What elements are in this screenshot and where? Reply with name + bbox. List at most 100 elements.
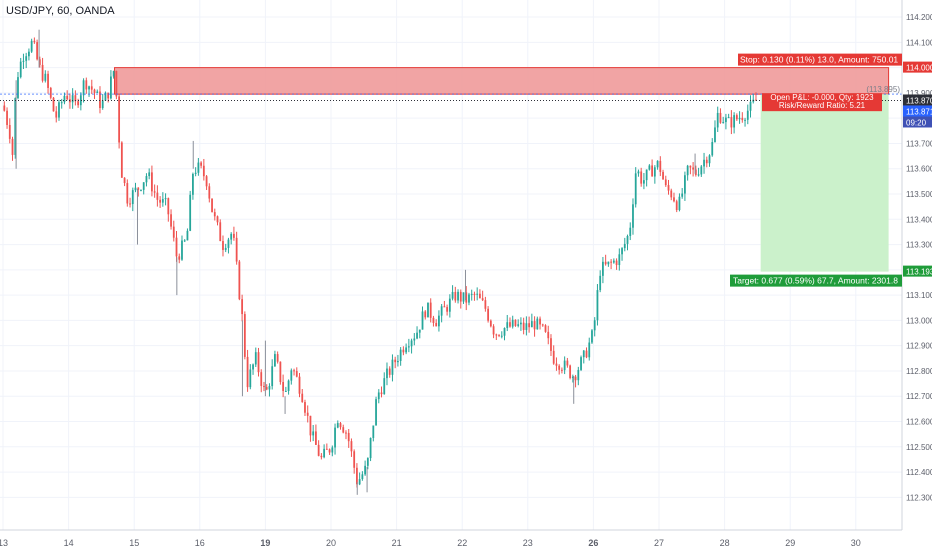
candles: [3, 29, 757, 495]
time-tick-label: 21: [392, 538, 402, 548]
candle-body: [533, 321, 536, 330]
candle-body: [254, 352, 257, 365]
candle-body: [755, 99, 757, 101]
price-tick-label: 113.600: [906, 165, 932, 174]
candle-body: [402, 349, 405, 353]
candle-body: [407, 346, 410, 348]
price-axis[interactable]: 114.200114.100114.000113.900113.800113.7…: [901, 0, 932, 530]
candle-body: [28, 51, 30, 57]
pnl-box: [762, 93, 882, 112]
stop-price-tag: 114.000: [906, 64, 932, 73]
candle-body: [476, 293, 479, 295]
candle-body: [448, 298, 451, 312]
candle-body: [347, 432, 350, 442]
candle-body: [391, 359, 394, 375]
target-price-tag: 113.193: [906, 268, 932, 277]
candle-body: [88, 86, 90, 90]
candle-body: [353, 451, 356, 468]
candle-body: [17, 77, 19, 99]
candle-body: [77, 101, 80, 106]
candle-body: [312, 431, 315, 436]
candle-body: [593, 320, 596, 331]
candle-body: [8, 125, 11, 139]
candle-body: [550, 338, 552, 351]
price-tags: Stop: 0.130 (0.11%) 13.0, Amount: 750.01…: [730, 53, 932, 287]
candle-body: [110, 76, 112, 99]
candle-body: [503, 328, 506, 336]
candle-body: [591, 330, 593, 343]
candle-body: [336, 423, 339, 428]
candle-body: [722, 122, 725, 124]
candle-body: [137, 187, 140, 190]
candle-body: [123, 177, 126, 184]
candle-body: [673, 197, 675, 202]
time-tick-label: 26: [588, 538, 598, 548]
candle-body: [561, 369, 563, 371]
candle-body: [153, 191, 156, 193]
candle-body: [309, 415, 312, 436]
candle-body: [735, 115, 738, 120]
candle-body: [101, 100, 104, 109]
candle-body: [33, 40, 36, 43]
candle-body: [440, 306, 443, 316]
candle-body: [618, 254, 621, 266]
price-tick-label: 114.100: [906, 38, 932, 47]
candle-body: [544, 325, 547, 332]
candle-body: [506, 322, 509, 329]
candle-body: [145, 176, 148, 183]
candle-body: [541, 324, 544, 326]
target-price-tag-bg: [903, 265, 932, 277]
candle-body: [6, 110, 8, 126]
candle-body: [183, 240, 186, 242]
candle-body: [457, 291, 459, 301]
candle-body: [181, 240, 183, 260]
candle-body: [473, 293, 476, 295]
candle-body: [749, 101, 752, 111]
candle-body: [79, 95, 82, 106]
candle-body: [301, 393, 304, 403]
time-axis[interactable]: 13 14 15 16 19 20 21 22 23 26 27 28 29 30: [0, 529, 902, 548]
candle-body: [744, 119, 746, 121]
candle-body: [30, 40, 33, 52]
candle-body: [522, 322, 525, 330]
candle-body: [612, 260, 615, 263]
candle-body: [399, 349, 402, 361]
candle-body: [219, 222, 222, 242]
time-tick-label: 15: [129, 538, 139, 548]
candle-body: [115, 71, 118, 97]
candle-body: [443, 306, 446, 308]
price-tick-label: 113.000: [906, 316, 932, 325]
candle-body: [727, 117, 730, 119]
candle-body: [287, 380, 290, 391]
candle-body: [317, 444, 320, 456]
target-label: Target: 0.677 (0.59%) 67.7, Amount: 2301…: [733, 276, 898, 286]
time-tick-label: 29: [785, 538, 795, 548]
candle-body: [306, 412, 309, 416]
candle-body: [235, 237, 238, 262]
candle-body: [675, 201, 678, 211]
candle-body: [580, 357, 582, 370]
countdown-tag-bg: [903, 116, 932, 128]
candle-body: [629, 227, 632, 236]
target-zone: [760, 94, 889, 272]
candle-body: [342, 427, 345, 433]
target-label-bg: [730, 274, 902, 287]
candle-body: [681, 193, 684, 197]
candle-body: [664, 179, 667, 186]
candle-body: [19, 61, 22, 78]
candle-body: [746, 110, 749, 120]
candle-body: [345, 432, 347, 434]
candle-body: [634, 173, 637, 205]
candle-body: [427, 302, 429, 318]
price-tick-label: 113.900: [906, 89, 932, 98]
price-tick-label: 112.300: [906, 493, 932, 502]
candle-body: [465, 292, 468, 303]
price-tick-label: 112.600: [906, 418, 932, 427]
candle-body: [159, 199, 162, 203]
candle-body: [489, 320, 492, 327]
candle-body: [610, 261, 613, 263]
candle-body: [514, 319, 517, 326]
candle-body: [189, 194, 192, 231]
